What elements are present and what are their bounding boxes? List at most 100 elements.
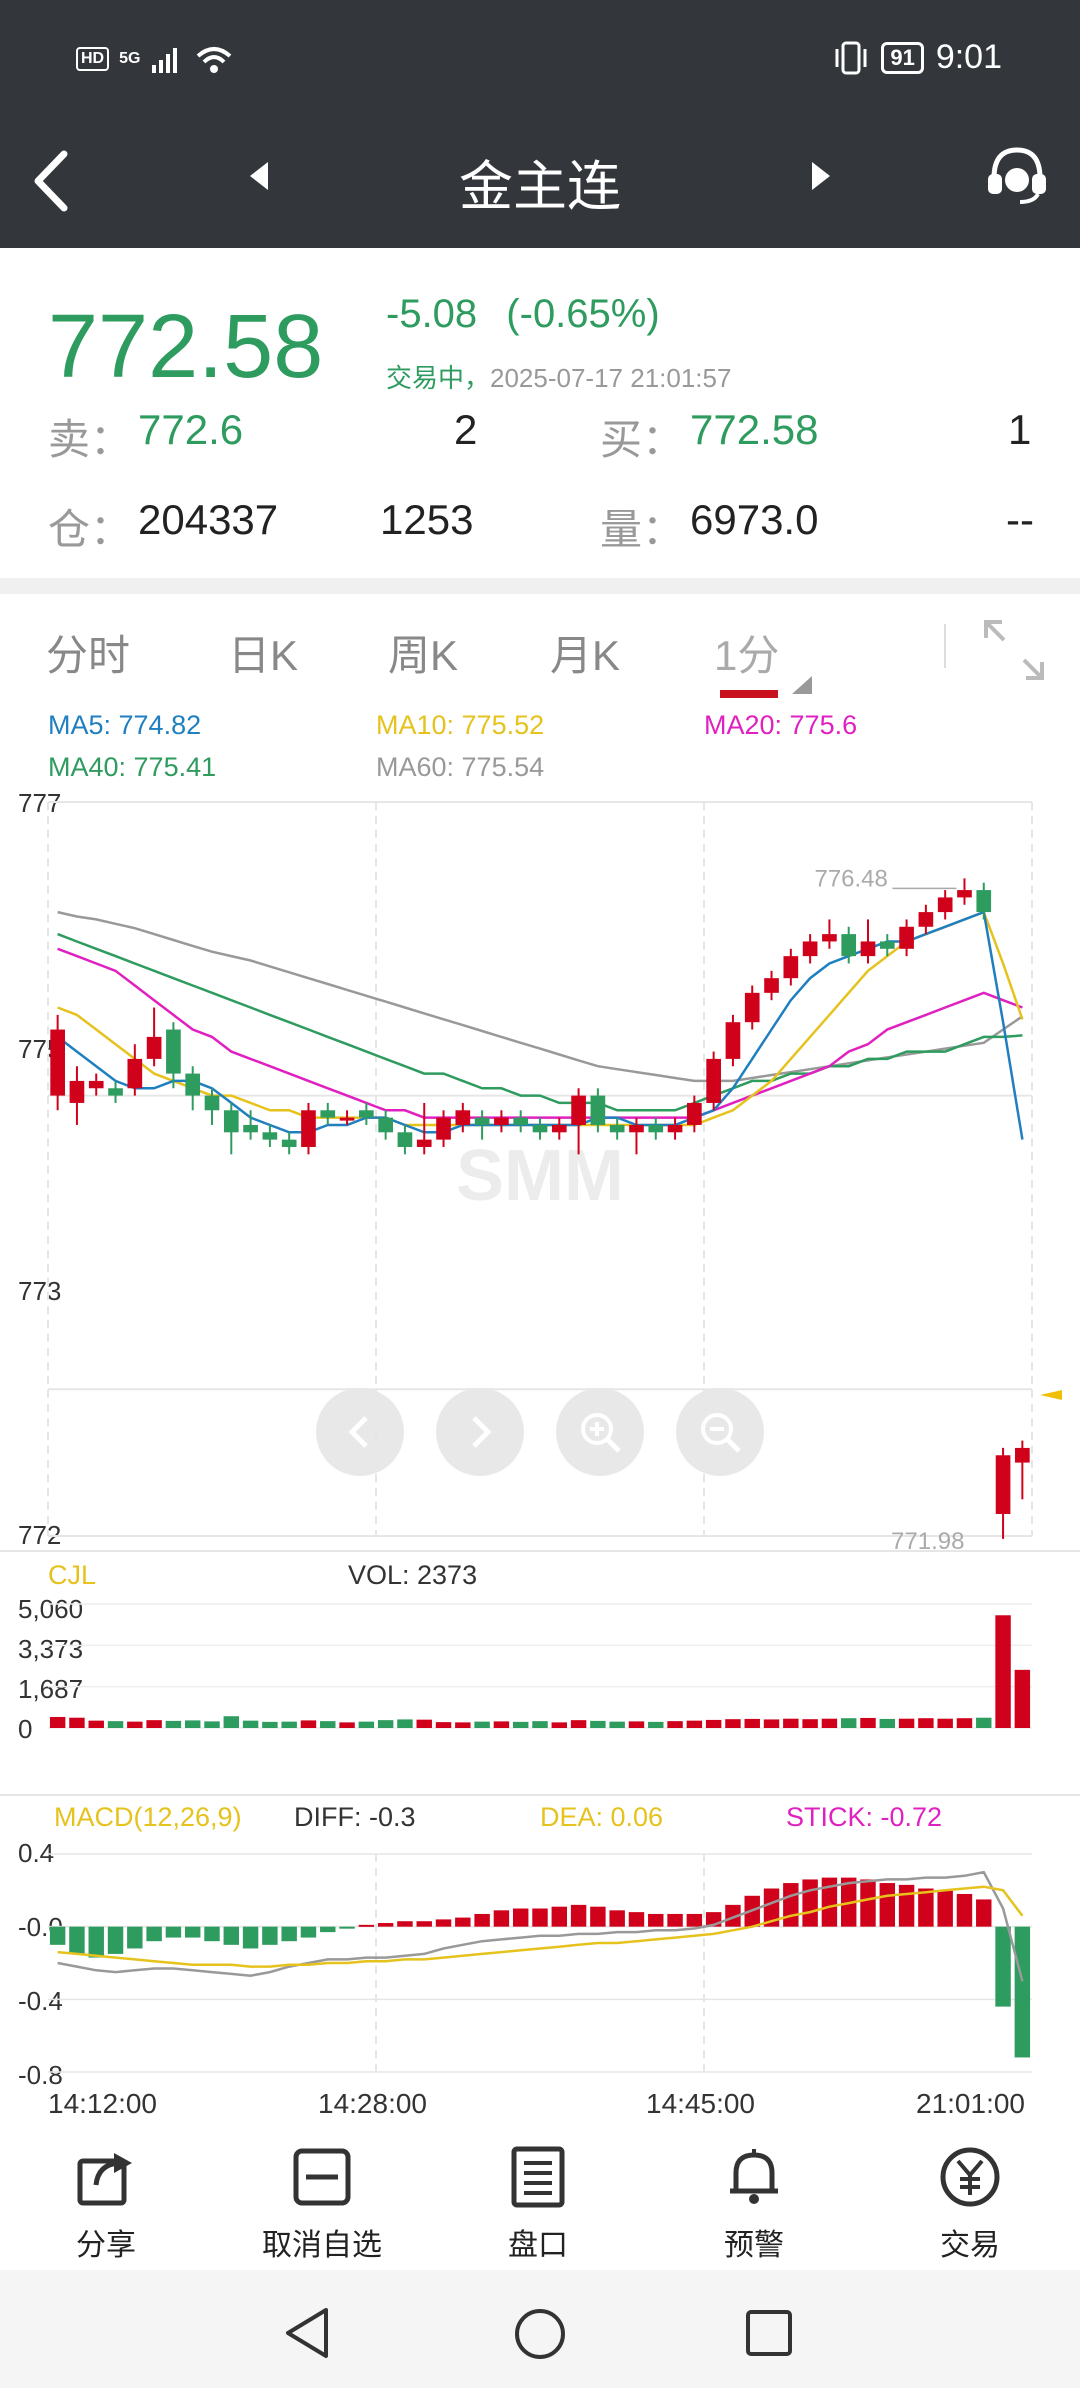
candle-body (629, 1124, 644, 1133)
macd-bar (802, 1879, 818, 1927)
zoom-out-icon (701, 1413, 741, 1453)
volume-bar (783, 1718, 799, 1728)
macd-chart (48, 1853, 1032, 2073)
volume-bar (705, 1719, 722, 1728)
change-value: -5.08 (386, 292, 478, 336)
volume-bar (744, 1718, 760, 1728)
candle-body (108, 1088, 123, 1096)
candle-body (474, 1117, 490, 1125)
volume-bar (262, 1721, 278, 1728)
macd-diff: DIFF: -0.3 (294, 1802, 416, 1832)
alert-label: 预警 (724, 2229, 784, 2262)
candle-body (1015, 1447, 1030, 1463)
back-arrow-icon (34, 150, 68, 212)
macd-bar (570, 1904, 587, 1927)
chart-divider-2 (0, 1794, 1080, 1796)
candle-body (879, 941, 895, 949)
candle-body (223, 1110, 239, 1133)
nav-back-icon[interactable] (282, 2306, 332, 2360)
tab-1min[interactable]: 1分 (714, 632, 780, 679)
macd-bar (435, 1919, 452, 1927)
volume-bar (628, 1721, 645, 1728)
tab-intraday[interactable]: 分时 (46, 632, 131, 679)
tab-dropdown-icon[interactable] (790, 674, 814, 696)
customer-service-button[interactable] (984, 142, 1050, 213)
scroll-right-button[interactable] (436, 1388, 524, 1476)
active-tab-indicator (720, 690, 778, 698)
volume-bar (532, 1721, 548, 1728)
yen-circle-icon (940, 2147, 1000, 2207)
volume-bar (976, 1717, 992, 1728)
x-tick-3: 14:45:00 (646, 2088, 755, 2119)
macd-bar (339, 1926, 355, 1929)
volume-bar (358, 1721, 375, 1728)
diff-line (57, 1870, 1024, 1982)
volume-chart (48, 1603, 1032, 1729)
macd-bar (995, 1926, 1011, 2007)
clock: 9:01 (935, 38, 1002, 76)
volume-bar (570, 1720, 587, 1728)
volume-bar (397, 1719, 413, 1728)
volume-bar (281, 1721, 297, 1728)
volume-bar (474, 1721, 490, 1728)
volume-bar (995, 1615, 1011, 1728)
macd-bar (397, 1921, 413, 1927)
macd-bar (648, 1913, 664, 1927)
fullscreen-icon[interactable] (982, 618, 1046, 682)
status-left: HD 5G (76, 44, 234, 74)
tab-month-k[interactable]: 月K (550, 632, 621, 679)
candle-body (590, 1095, 606, 1125)
macd-bar (377, 1923, 394, 1927)
zoom-in-button[interactable] (556, 1388, 644, 1476)
share-button[interactable]: 分享 (16, 2145, 196, 2264)
candle-body (243, 1124, 258, 1133)
back-button[interactable] (28, 146, 72, 221)
max-price-label: 776.48 (814, 865, 887, 892)
share-label: 分享 (76, 2229, 136, 2262)
triangle-left-icon (250, 162, 268, 190)
wifi-icon (197, 47, 232, 73)
section-divider (0, 578, 1080, 594)
buy-price: 772.58 (690, 406, 819, 453)
macd-bar (956, 1893, 973, 1927)
order-book-button[interactable]: 盘口 (448, 2145, 628, 2264)
hd-badge: HD (76, 47, 110, 71)
macd-bar (976, 1899, 992, 1927)
next-contract-button[interactable] (808, 160, 832, 197)
trade-status: 交易中， (386, 363, 491, 393)
macd-bar (474, 1913, 490, 1927)
volume-bar (165, 1720, 182, 1728)
nav-home-icon[interactable] (512, 2306, 568, 2362)
volume-bar (493, 1721, 510, 1728)
macd-bar (609, 1910, 625, 1927)
candle-body (185, 1073, 201, 1096)
ma5-line (56, 910, 1024, 1140)
candlestick-chart[interactable]: SMM 776.48 771.98 (0, 780, 1080, 1550)
watermark: SMM (456, 1136, 624, 1216)
volume-bar (455, 1722, 471, 1728)
trade-button[interactable]: 交易 (880, 2145, 1060, 2264)
quote-panel: 772.58 -5.08 (-0.65%) 交易中，2025-07-17 21:… (0, 248, 1080, 578)
tab-day-k[interactable]: 日K (228, 632, 299, 679)
volume-bar (879, 1718, 896, 1728)
macd-bar (165, 1926, 182, 1938)
remove-watchlist-button[interactable]: 取消自选 (232, 2145, 412, 2264)
macd-bar (69, 1926, 85, 1954)
nav-recents-icon[interactable] (744, 2308, 794, 2358)
scroll-left-button[interactable] (316, 1388, 404, 1476)
open-interest: 204337 (138, 496, 279, 543)
volume-bar (512, 1721, 529, 1728)
alert-button[interactable]: 预警 (664, 2145, 844, 2264)
zoom-out-button[interactable] (676, 1388, 764, 1476)
candle-body (494, 1117, 509, 1125)
ma20-line (57, 947, 1023, 1119)
volume-bar (551, 1722, 568, 1728)
tab-week-k[interactable]: 周K (388, 632, 459, 679)
candle-body (378, 1117, 393, 1133)
macd-bar (127, 1926, 143, 1949)
candle-body (687, 1102, 702, 1125)
prev-contract-button[interactable] (248, 160, 272, 197)
candle-body (146, 1036, 162, 1059)
volume-bar (223, 1716, 240, 1728)
candle-body (532, 1124, 548, 1133)
